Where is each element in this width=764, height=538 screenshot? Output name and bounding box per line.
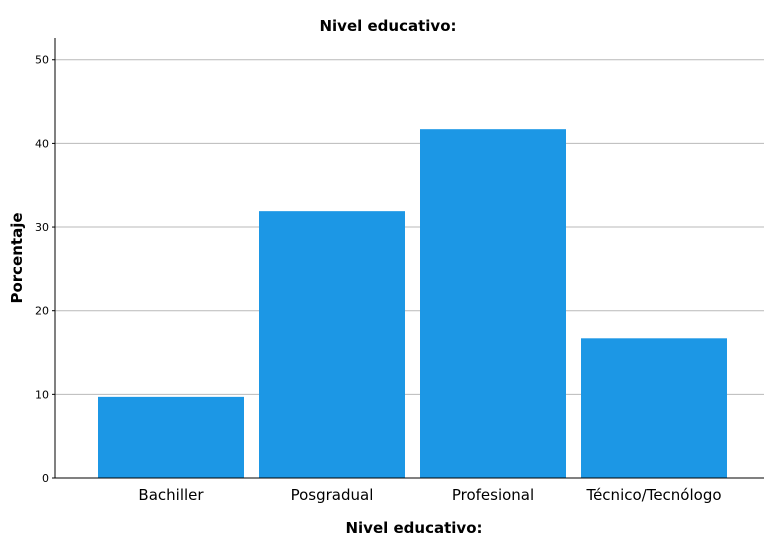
y-tick-label: 10: [35, 388, 49, 401]
bar-posgradual: [259, 211, 405, 479]
y-tick-label: 20: [35, 305, 49, 318]
y-tick-label: 40: [35, 137, 49, 150]
x-tick-label: Bachiller: [138, 486, 204, 504]
y-tick-label: 30: [35, 221, 49, 234]
x-tick-label: Posgradual: [291, 486, 374, 504]
y-tick-label: 0: [42, 472, 49, 485]
x-tick-labels: Bachiller Posgradual Profesional Técnico/Te…: [138, 486, 721, 504]
axes: [52, 38, 764, 479]
chart-title: Nivel educativo:: [319, 17, 456, 35]
y-axis-label: Porcentaje: [8, 212, 26, 303]
x-tick-label: Técnico/Tecnólogo: [585, 486, 721, 504]
y-tick-label: 50: [35, 54, 49, 67]
x-axis-label: Nivel educativo:: [345, 519, 482, 537]
bars: [98, 129, 727, 479]
bar-profesional: [420, 129, 566, 478]
y-tick-labels: 0 10 20 30 40 50: [35, 54, 49, 485]
bar-técnico-tecnólogo: [581, 338, 727, 478]
bar-bachiller: [98, 396, 244, 478]
x-tick-label: Profesional: [452, 486, 534, 504]
